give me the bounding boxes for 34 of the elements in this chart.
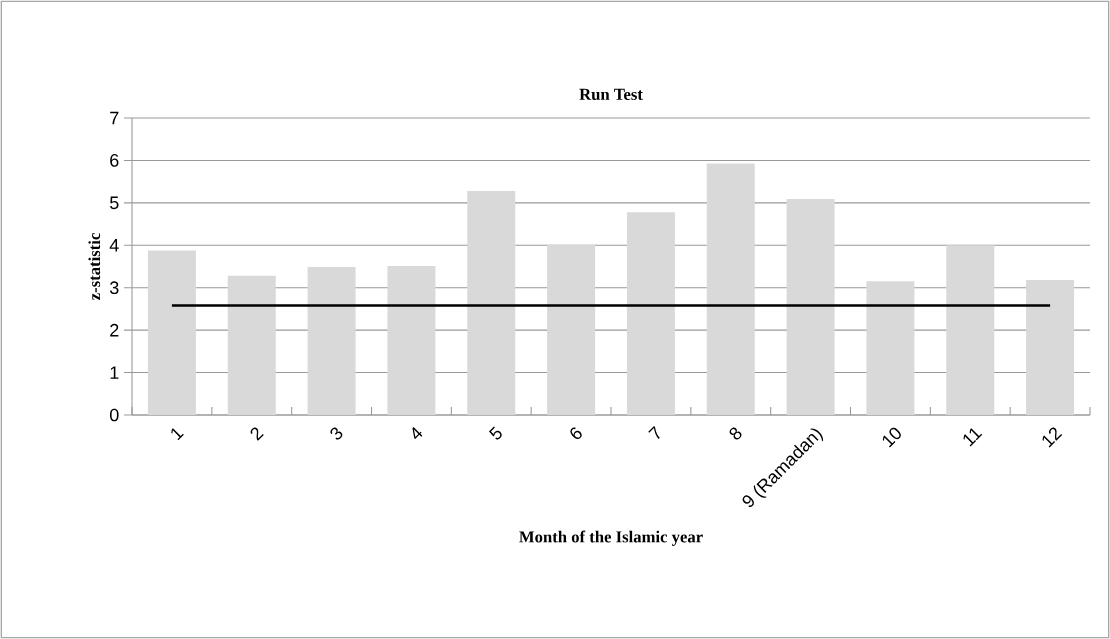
x-axis-title: Month of the Islamic year [519, 530, 703, 546]
bar [147, 250, 196, 415]
x-tick-label: 6 [570, 427, 582, 440]
bar [706, 163, 755, 415]
x-tick-label: 1 [171, 428, 184, 441]
y-tick-label: 1 [110, 366, 119, 379]
y-tick-label: 5 [109, 196, 119, 210]
x-tick-label: 7 [648, 426, 660, 440]
bar [1026, 280, 1075, 415]
y-tick-label: 2 [110, 323, 119, 337]
bar [307, 266, 356, 415]
x-tick-label: 5 [488, 426, 502, 440]
bar [946, 245, 995, 415]
x-tick-label: 8 [729, 427, 742, 440]
x-tick-label: 10 [882, 427, 901, 448]
chart-title: Run Test [579, 88, 643, 100]
bar [626, 212, 675, 415]
x-tick-label: 12 [1042, 427, 1063, 448]
x-tick-label: 11 [963, 428, 983, 447]
y-axis-title: z-statistic [88, 233, 101, 300]
bar [467, 190, 516, 415]
y-tick-label: 7 [110, 111, 119, 125]
x-tick-label: 4 [412, 427, 423, 439]
y-tick-label: 6 [110, 154, 119, 167]
bar [866, 281, 915, 415]
bar [786, 199, 835, 415]
y-tick-label: 4 [109, 239, 119, 252]
bar [387, 266, 436, 415]
y-tick-label: 3 [109, 281, 119, 295]
x-tick-label: 3 [330, 427, 343, 440]
x-tick-label: 2 [250, 427, 264, 441]
bar [227, 275, 276, 415]
y-tick-label: 0 [109, 408, 119, 422]
bar [547, 244, 596, 415]
